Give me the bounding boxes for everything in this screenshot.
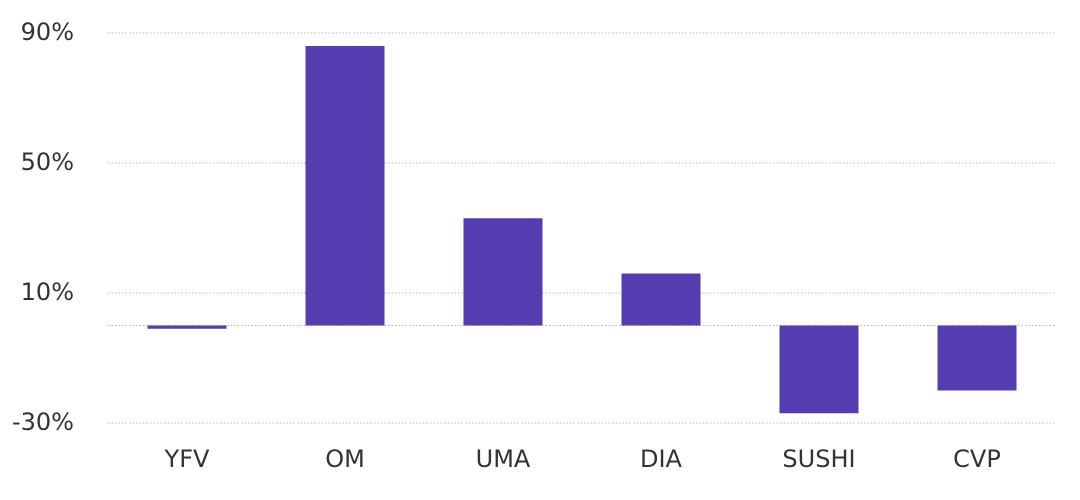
bar: [305, 46, 385, 326]
y-tick-label: -30%: [12, 408, 74, 436]
y-tick-label: 50%: [21, 148, 74, 176]
y-tick-label: 10%: [21, 278, 74, 306]
bar: [463, 218, 543, 326]
y-tick-label: 90%: [21, 18, 74, 46]
x-tick-label: SUSHI: [782, 445, 855, 473]
x-tick-label: DIA: [640, 445, 683, 473]
x-tick-label: CVP: [953, 445, 1001, 473]
x-tick-label: YFV: [164, 445, 210, 473]
bar: [779, 325, 859, 414]
x-tick-label: UMA: [476, 445, 531, 473]
bar: [621, 273, 701, 326]
bar: [147, 325, 227, 329]
x-tick-label: OM: [325, 445, 365, 473]
bar: [937, 325, 1017, 391]
